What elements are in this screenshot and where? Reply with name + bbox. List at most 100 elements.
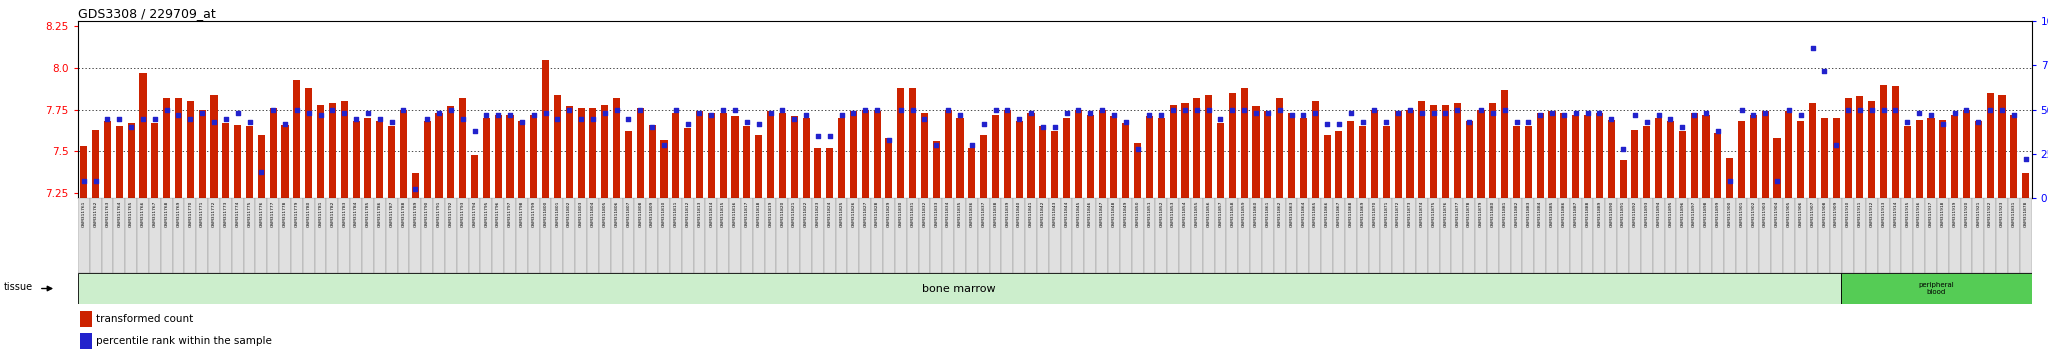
Point xyxy=(694,112,727,118)
Bar xyxy=(1939,120,1946,198)
Bar xyxy=(815,148,821,198)
Point xyxy=(1276,112,1309,118)
Point xyxy=(197,119,229,125)
Point xyxy=(1880,107,1913,113)
Bar xyxy=(1853,198,1866,273)
Point xyxy=(1796,45,1829,51)
Text: GSM311873: GSM311873 xyxy=(1407,200,1411,227)
Text: GSM311773: GSM311773 xyxy=(223,200,227,227)
Bar xyxy=(823,198,836,273)
Point xyxy=(1937,110,1970,116)
Point xyxy=(1571,110,1604,116)
Point xyxy=(1286,112,1319,118)
Bar xyxy=(412,173,420,198)
Point xyxy=(1192,107,1225,113)
Point xyxy=(209,116,242,121)
Text: GSM311915: GSM311915 xyxy=(1905,200,1909,227)
Bar xyxy=(186,101,195,198)
Text: GSM311808: GSM311808 xyxy=(639,200,643,227)
Bar xyxy=(184,198,197,273)
Text: GSM311770: GSM311770 xyxy=(188,200,193,227)
Bar xyxy=(1487,198,1499,273)
Bar xyxy=(768,112,774,198)
Bar xyxy=(1511,198,1522,273)
Point xyxy=(1335,110,1368,116)
Point xyxy=(268,121,301,127)
Bar xyxy=(113,198,125,273)
Point xyxy=(506,119,539,125)
Text: GSM311800: GSM311800 xyxy=(543,200,547,227)
Text: GSM311881: GSM311881 xyxy=(1503,200,1507,227)
Bar xyxy=(1190,198,1202,273)
Bar xyxy=(801,198,811,273)
Bar xyxy=(1049,198,1061,273)
Point xyxy=(1311,121,1343,127)
Text: GSM311911: GSM311911 xyxy=(1858,200,1862,227)
Point xyxy=(600,107,633,113)
Point xyxy=(352,110,385,116)
Text: GSM311834: GSM311834 xyxy=(946,200,950,227)
Bar xyxy=(1571,198,1581,273)
Point xyxy=(1120,146,1153,152)
Bar xyxy=(506,115,514,198)
Bar xyxy=(150,198,160,273)
Bar xyxy=(1335,131,1341,198)
Text: GSM311771: GSM311771 xyxy=(201,200,205,227)
Bar xyxy=(1735,198,1747,273)
Bar xyxy=(649,125,655,198)
Point xyxy=(1772,107,1804,113)
Bar xyxy=(909,88,915,198)
Bar xyxy=(1309,198,1321,273)
Bar xyxy=(563,198,575,273)
Bar xyxy=(504,198,516,273)
Bar xyxy=(436,113,442,198)
Bar xyxy=(811,198,823,273)
Bar xyxy=(954,198,967,273)
Text: GSM311856: GSM311856 xyxy=(1206,200,1210,227)
Point xyxy=(1784,112,1817,118)
Text: GSM311888: GSM311888 xyxy=(1585,200,1589,227)
Point xyxy=(791,112,823,118)
Bar xyxy=(967,198,977,273)
Text: GSM311829: GSM311829 xyxy=(887,200,891,227)
Bar xyxy=(1761,112,1769,198)
Point xyxy=(1903,110,1935,116)
Bar xyxy=(1311,101,1319,198)
Point xyxy=(707,107,739,113)
Bar xyxy=(1559,198,1571,273)
Bar xyxy=(1051,131,1059,198)
Bar xyxy=(756,135,762,198)
Text: GSM311886: GSM311886 xyxy=(1563,200,1567,227)
Text: GSM311891: GSM311891 xyxy=(1622,200,1626,227)
Point xyxy=(1417,110,1450,116)
Point xyxy=(967,121,999,127)
Text: GSM311839: GSM311839 xyxy=(1006,200,1010,227)
Text: GSM311811: GSM311811 xyxy=(674,200,678,227)
Bar xyxy=(1808,103,1817,198)
Text: GSM311807: GSM311807 xyxy=(627,200,631,227)
Text: GSM311918: GSM311918 xyxy=(1942,200,1946,227)
Text: GSM311787: GSM311787 xyxy=(389,200,393,227)
Bar xyxy=(1333,198,1346,273)
Bar xyxy=(516,198,528,273)
Bar xyxy=(1821,118,1829,198)
Text: GSM311779: GSM311779 xyxy=(295,200,299,227)
Text: GSM311895: GSM311895 xyxy=(1669,200,1673,227)
Point xyxy=(1724,107,1757,113)
Text: GSM311851: GSM311851 xyxy=(1147,200,1151,227)
Bar xyxy=(623,198,635,273)
Point xyxy=(518,112,551,118)
Bar xyxy=(326,198,338,273)
Bar xyxy=(1356,198,1368,273)
Bar xyxy=(1892,86,1898,198)
Text: GSM311849: GSM311849 xyxy=(1124,200,1128,227)
Bar xyxy=(1122,123,1128,198)
Text: GSM311906: GSM311906 xyxy=(1798,200,1802,227)
Text: GSM311884: GSM311884 xyxy=(1538,200,1542,227)
Bar xyxy=(268,198,279,273)
Point xyxy=(246,169,279,175)
Bar xyxy=(1831,198,1841,273)
Bar xyxy=(1841,198,1853,273)
Bar xyxy=(1952,115,1958,198)
Text: GSM311818: GSM311818 xyxy=(756,200,760,227)
